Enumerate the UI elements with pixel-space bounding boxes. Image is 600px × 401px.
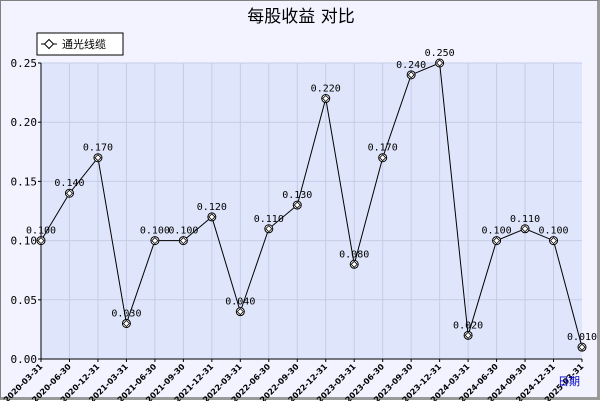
grid-lines (41, 62, 582, 359)
data-point[interactable] (264, 224, 274, 234)
data-label: 0.020 (453, 320, 483, 331)
legend-entry: 通光线缆 (62, 37, 106, 51)
data-point-marker (208, 213, 216, 221)
data-point[interactable] (435, 58, 445, 68)
data-point-marker (179, 237, 187, 245)
y-tick-label: 0.15 (11, 175, 38, 188)
data-point[interactable] (577, 342, 587, 352)
data-point-marker (65, 189, 74, 197)
data-point-marker (350, 260, 358, 268)
data-point-marker (293, 201, 301, 209)
legend-marker-icon (43, 38, 55, 50)
data-point-marker (407, 71, 415, 79)
data-point-marker (436, 59, 444, 67)
data-point-marker (236, 308, 244, 316)
y-tick-label: 0.00 (11, 353, 38, 366)
data-label: 0.130 (282, 190, 312, 201)
data-point[interactable] (492, 236, 502, 246)
data-label: 0.100 (538, 226, 568, 237)
data-labels: 0.1000.1400.1700.0300.1000.1000.1200.040… (26, 48, 597, 343)
data-point-marker (578, 343, 586, 351)
data-point[interactable] (463, 330, 473, 340)
legend-box (36, 32, 124, 56)
data-label: 0.010 (567, 332, 597, 343)
y-axis-ticks: 0.00 0.05 0.10 0.15 0.20 0.25 (11, 57, 41, 366)
axes (40, 63, 582, 360)
data-point[interactable] (292, 200, 302, 210)
data-point-marker (151, 237, 159, 245)
data-label: 0.110 (254, 214, 284, 225)
y-tick-label: 0.10 (11, 235, 38, 248)
data-point-marker (265, 225, 273, 233)
data-point[interactable] (207, 212, 217, 222)
data-label: 0.030 (111, 308, 141, 319)
y-tick-label: 0.25 (11, 57, 38, 70)
y-tick-label: 0.05 (11, 294, 38, 307)
data-point-marker (379, 154, 387, 162)
data-point[interactable] (520, 224, 530, 234)
legend[interactable]: 通光线缆 (36, 32, 124, 56)
data-label: 0.250 (425, 48, 455, 59)
x-axis-label: 日期 (558, 375, 580, 388)
data-label: 0.100 (26, 226, 56, 237)
x-axis-ticks: 2020-03-312020-06-302020-12-312021-03-31… (2, 359, 586, 401)
chart-title: 每股收益 对比 (247, 7, 354, 27)
data-label: 0.170 (368, 143, 398, 154)
data-point-marker (521, 225, 529, 233)
data-point[interactable] (235, 307, 245, 317)
data-label: 0.240 (396, 60, 426, 71)
data-point-marker (37, 237, 45, 245)
data-label: 0.120 (197, 202, 227, 213)
data-point[interactable] (36, 236, 46, 246)
data-point[interactable] (150, 236, 160, 246)
data-point[interactable] (406, 70, 416, 80)
data-label: 0.100 (140, 226, 170, 237)
series-line (40, 62, 583, 348)
data-label: 0.080 (339, 249, 369, 260)
data-point[interactable] (321, 94, 331, 104)
data-point-marker (493, 237, 501, 245)
data-label: 0.100 (168, 226, 198, 237)
y-tick-label: 0.20 (11, 116, 38, 129)
data-point-marker (549, 237, 558, 245)
data-point[interactable] (549, 236, 559, 246)
data-label: 0.040 (225, 297, 255, 308)
data-label: 0.140 (54, 178, 84, 189)
data-point[interactable] (64, 188, 74, 198)
data-point-marker (122, 319, 130, 328)
data-point[interactable] (378, 153, 388, 163)
data-point[interactable] (121, 318, 131, 328)
data-label: 0.100 (482, 226, 512, 237)
data-point-marker (322, 94, 330, 103)
data-point-marker (464, 331, 472, 339)
data-point[interactable] (349, 259, 359, 269)
data-label: 0.110 (510, 214, 540, 225)
data-point-marker (94, 154, 102, 162)
data-point[interactable] (93, 153, 103, 163)
data-point[interactable] (178, 236, 188, 246)
data-label: 0.220 (311, 84, 341, 95)
data-label: 0.170 (83, 143, 113, 154)
series-group (36, 58, 587, 352)
